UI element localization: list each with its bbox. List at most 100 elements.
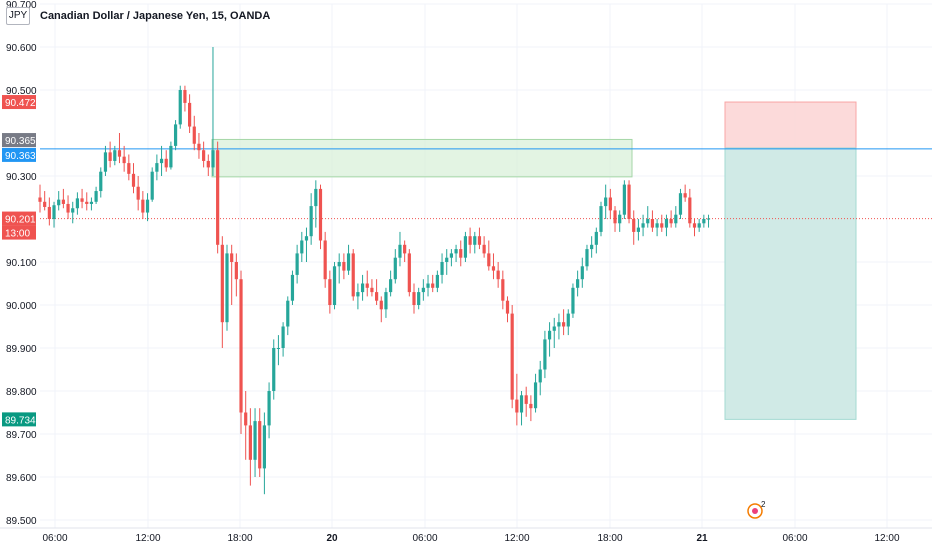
target-price-label-bg — [2, 412, 36, 427]
candle-body — [445, 257, 449, 262]
candle-body — [173, 124, 178, 146]
candle-body — [94, 191, 98, 202]
candle-body — [636, 227, 640, 232]
candle-body — [407, 253, 411, 293]
candle-body — [431, 283, 435, 288]
candle-body — [192, 126, 196, 144]
time-tick-label: 06:00 — [42, 533, 67, 544]
currency-button[interactable]: JPY — [6, 7, 30, 25]
candle-body — [664, 219, 669, 228]
candle-body — [234, 262, 238, 280]
price-labels: 90.472 90.365 90.363 90.201 13:00 89.734 — [2, 95, 36, 427]
candle-body — [318, 188, 323, 241]
candle-body — [61, 199, 65, 204]
time-tick-label: 12:00 — [874, 533, 899, 544]
candle-body — [150, 171, 154, 200]
candle-body — [141, 199, 145, 213]
candle-body — [127, 163, 131, 174]
candle-body — [244, 412, 248, 426]
candle-body — [71, 208, 75, 213]
candle-body — [692, 223, 697, 228]
candle-body — [417, 292, 421, 305]
candle-body — [669, 219, 673, 224]
candle-body — [389, 279, 393, 293]
candle-body — [220, 244, 224, 323]
candle-body — [328, 279, 332, 305]
candle-body — [538, 369, 542, 383]
candle-body — [136, 186, 140, 200]
candle-body — [384, 292, 388, 310]
candle-body — [57, 199, 61, 206]
candle-body — [487, 253, 491, 267]
time-tick-label: 18:00 — [227, 533, 252, 544]
candle-body — [183, 90, 187, 103]
candle-body — [262, 425, 266, 469]
time-tick-label: 20 — [326, 533, 338, 544]
candle-body — [155, 163, 159, 172]
candle-body — [267, 391, 271, 426]
candle-body — [697, 223, 701, 228]
candle-body — [590, 244, 594, 250]
price-tick-label: 90.500 — [6, 86, 37, 97]
candle-body — [145, 199, 150, 213]
countdown-label-bg — [2, 225, 36, 240]
supply-zone-rect[interactable] — [211, 138, 633, 178]
time-scale[interactable]: 06:00 12:00 18:00 20 06:00 12:00 18:00 21 06:00 1… — [0, 527, 932, 544]
time-tick-label: 12:00 — [504, 533, 529, 544]
drawing-zones[interactable] — [211, 101, 857, 420]
candle-body — [622, 184, 626, 215]
candle-body — [85, 201, 89, 204]
candle-body — [613, 210, 617, 224]
candle-body — [346, 253, 351, 271]
candle-body — [169, 145, 173, 168]
candle-body — [351, 253, 355, 297]
candle-body — [211, 150, 215, 168]
candle-body — [314, 188, 318, 207]
candle-body — [594, 231, 598, 245]
candle-body — [295, 253, 299, 275]
candle-body — [248, 425, 252, 460]
price-tick-label: 90.700 — [6, 0, 37, 11]
stop-price-label-bg — [2, 95, 36, 110]
time-tick-label: 12:00 — [135, 533, 160, 544]
candle-body — [117, 150, 122, 157]
price-scale[interactable]: 90.700 90.600 90.500 90.300 90.100 90.000 89.9… — [0, 0, 38, 530]
candle-body — [66, 203, 70, 213]
candle-body — [650, 219, 655, 228]
take-profit-zone[interactable] — [724, 147, 857, 420]
candle-body — [342, 262, 346, 271]
price-tick-label: 89.700 — [6, 430, 37, 441]
candle-body — [580, 266, 584, 280]
candle-body — [403, 244, 407, 254]
candle-body — [253, 421, 257, 460]
stop-price-label: 90.472 — [5, 98, 36, 109]
time-tick-label: 06:00 — [412, 533, 437, 544]
candle-body — [80, 198, 84, 202]
candle-body — [547, 330, 552, 340]
candle-body — [604, 197, 608, 207]
candle-body — [459, 249, 463, 258]
candle-body — [618, 214, 622, 224]
candle-body — [375, 292, 379, 301]
candle-body — [641, 223, 645, 228]
time-tick-label: 06:00 — [782, 533, 807, 544]
candle-body — [356, 292, 360, 297]
candle-body — [599, 206, 603, 232]
stop-loss-zone[interactable] — [724, 101, 857, 149]
candle-body — [52, 205, 56, 219]
price-tick-label: 89.500 — [6, 516, 37, 527]
event-marker-count: 2 — [761, 500, 766, 509]
candle-body — [608, 197, 612, 211]
countdown-label: 13:00 — [5, 229, 30, 240]
candle-body — [482, 244, 486, 254]
event-marker[interactable]: 2 — [747, 500, 766, 519]
candle-body — [660, 223, 664, 228]
candle-body — [216, 150, 220, 245]
candle-body — [468, 236, 472, 245]
candle-body — [571, 287, 575, 314]
price-tick-label: 89.800 — [6, 387, 37, 398]
candle-body — [562, 322, 566, 327]
candle-body — [655, 223, 659, 228]
candle-body — [449, 253, 453, 258]
